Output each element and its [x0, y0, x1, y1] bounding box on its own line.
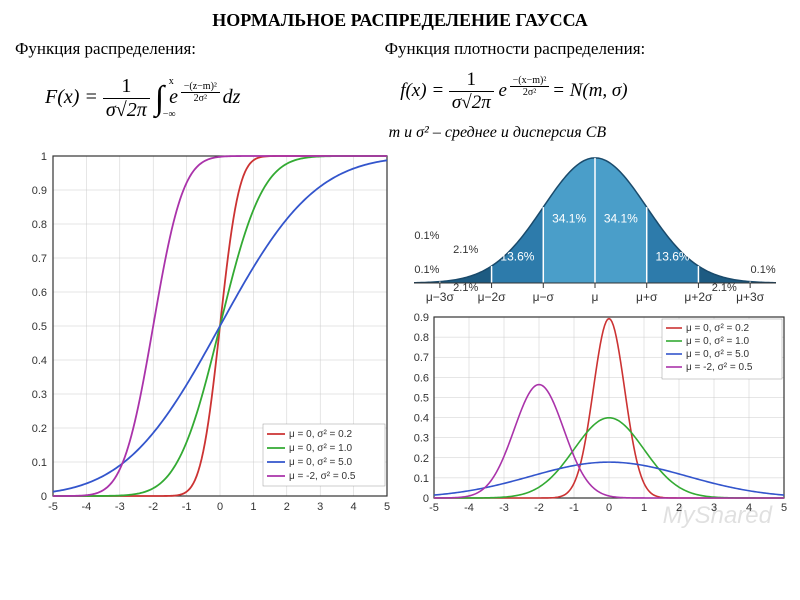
svg-text:-4: -4 — [82, 501, 92, 513]
svg-text:34.1%: 34.1% — [604, 211, 638, 225]
svg-text:0.5: 0.5 — [32, 321, 47, 333]
svg-text:-5: -5 — [429, 502, 439, 514]
svg-text:μ+3σ: μ+3σ — [736, 290, 765, 304]
svg-text:0.1: 0.1 — [32, 457, 47, 469]
svg-text:3: 3 — [317, 501, 323, 513]
svg-text:0.3: 0.3 — [32, 389, 47, 401]
svg-text:0.3: 0.3 — [414, 433, 429, 445]
svg-text:μ+2σ: μ+2σ — [684, 290, 713, 304]
svg-text:0: 0 — [217, 501, 223, 513]
svg-text:0.2: 0.2 — [414, 453, 429, 465]
note-params: m и σ² – среднее и дисперсия СВ — [385, 124, 785, 142]
svg-text:μ = 0, σ² = 1.0: μ = 0, σ² = 1.0 — [686, 336, 750, 347]
svg-text:5: 5 — [781, 502, 787, 514]
svg-text:-1: -1 — [569, 502, 579, 514]
svg-text:0.8: 0.8 — [414, 332, 429, 344]
svg-text:μ−2σ: μ−2σ — [478, 290, 507, 304]
svg-text:μ = 0, σ² = 1.0: μ = 0, σ² = 1.0 — [289, 443, 353, 454]
svg-text:2.1%: 2.1% — [712, 282, 737, 294]
svg-text:2.1%: 2.1% — [453, 244, 478, 256]
pdf-chart: -5 -4 -3 -2 -1 0 1 2 3 4 5 0 0.1 0.2 0.3 0.4 0.5 0.6 0.7 0.… — [400, 313, 790, 518]
svg-text:1: 1 — [641, 502, 647, 514]
svg-text:μ = -2, σ² = 0.5: μ = -2, σ² = 0.5 — [686, 362, 753, 373]
svg-text:2.1%: 2.1% — [453, 282, 478, 294]
main-title: НОРМАЛЬНОЕ РАСПРЕДЕЛЕНИЕ ГАУССА — [15, 10, 785, 31]
svg-text:μ−3σ: μ−3σ — [426, 290, 455, 304]
svg-text:34.1%: 34.1% — [552, 211, 586, 225]
svg-text:0.9: 0.9 — [414, 313, 429, 324]
subtitle-cdf: Функция распределения: — [15, 39, 385, 59]
svg-text:μ: μ — [592, 290, 599, 304]
svg-text:μ+σ: μ+σ — [636, 290, 658, 304]
svg-text:4: 4 — [351, 501, 357, 513]
svg-text:μ = 0, σ² = 5.0: μ = 0, σ² = 5.0 — [686, 349, 750, 360]
svg-text:0: 0 — [606, 502, 612, 514]
svg-text:0.6: 0.6 — [32, 287, 47, 299]
svg-text:0.7: 0.7 — [32, 253, 47, 265]
svg-text:μ = -2, σ² = 0.5: μ = -2, σ² = 0.5 — [289, 471, 356, 482]
svg-text:13.6%: 13.6% — [656, 250, 690, 264]
formula-pdf: f(x) = 1 σ√2π e −(x−m)² 2σ² = N(m, σ) — [400, 63, 785, 114]
cdf-chart: -5 -4 -3 -2 -1 0 1 2 3 4 5 0 0.1 0.2 0.3 0.4 0.5 0.6 0.7 0.… — [15, 148, 395, 518]
bell-empirical-chart: μ−3σ μ−2σ μ−σ μ μ+σ μ+2σ μ+3σ 13.6% 34.1% 34.1% 13… — [400, 148, 790, 313]
svg-text:0: 0 — [423, 493, 429, 505]
svg-text:0.2: 0.2 — [32, 423, 47, 435]
subtitle-pdf: Функция плотности распределения: — [385, 39, 785, 59]
svg-text:0.1%: 0.1% — [414, 264, 439, 276]
svg-text:2: 2 — [676, 502, 682, 514]
svg-text:-3: -3 — [499, 502, 509, 514]
svg-text:μ = 0, σ² = 5.0: μ = 0, σ² = 5.0 — [289, 457, 353, 468]
svg-text:0.7: 0.7 — [414, 352, 429, 364]
svg-text:μ = 0, σ² = 0.2: μ = 0, σ² = 0.2 — [289, 429, 353, 440]
svg-text:0.1%: 0.1% — [751, 264, 776, 276]
svg-text:0.4: 0.4 — [414, 413, 429, 425]
svg-text:1: 1 — [250, 501, 256, 513]
svg-text:0.4: 0.4 — [32, 355, 47, 367]
svg-text:μ = 0, σ² = 0.2: μ = 0, σ² = 0.2 — [686, 323, 750, 334]
svg-text:2: 2 — [284, 501, 290, 513]
svg-text:0.9: 0.9 — [32, 185, 47, 197]
svg-text:-3: -3 — [115, 501, 125, 513]
svg-text:5: 5 — [384, 501, 390, 513]
svg-text:1: 1 — [41, 151, 47, 163]
svg-text:13.6%: 13.6% — [500, 250, 534, 264]
svg-text:0.8: 0.8 — [32, 219, 47, 231]
svg-text:3: 3 — [711, 502, 717, 514]
svg-text:-2: -2 — [148, 501, 158, 513]
svg-text:0.1: 0.1 — [414, 473, 429, 485]
svg-text:0.1%: 0.1% — [414, 230, 439, 242]
svg-text:-5: -5 — [48, 501, 58, 513]
svg-text:-4: -4 — [464, 502, 474, 514]
svg-text:-2: -2 — [534, 502, 544, 514]
svg-text:μ−σ: μ−σ — [533, 290, 555, 304]
formula-cdf: F(x) = 1 σ√2π ∫ x −∞ e −(z−m)² 2σ² dz — [15, 63, 400, 122]
svg-text:0: 0 — [41, 491, 47, 503]
svg-text:0.5: 0.5 — [414, 392, 429, 404]
svg-text:4: 4 — [746, 502, 752, 514]
svg-text:0.6: 0.6 — [414, 372, 429, 384]
svg-text:-1: -1 — [182, 501, 192, 513]
